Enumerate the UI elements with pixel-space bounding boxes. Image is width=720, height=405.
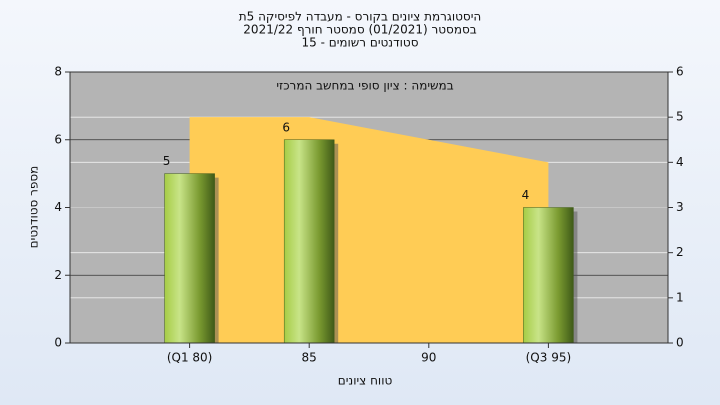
x-axis-label: טווח ציונים [338,374,393,388]
chart-title: היסטוגרמת ציונים בקורס - מעבדה לפיסיקה 5… [239,10,481,24]
data-label: 5 [163,154,171,168]
x-tick-label: (Q3 95) [526,351,572,365]
area [189,117,549,344]
data-label: 4 [522,188,530,202]
y2-tick-label: 4 [676,155,684,169]
annotation: במשימה : ציון סופי במחשב המרכזי [276,79,453,93]
y2-tick-label: 2 [676,245,684,259]
x-tick-label: (Q1 80) [167,351,213,365]
chart-subtitle: בסמסטר (01/2021) סמסטר חורף 2021/22 [243,23,476,37]
y-tick-label: 2 [54,268,62,282]
chart-subtitle: סטודנטים רשומים - 15 [301,36,418,50]
plot-frame [69,71,669,344]
y2-tick-label: 5 [676,110,684,124]
y-tick-label: 4 [54,200,62,214]
x-tick-label: 90 [421,351,436,365]
y-tick-label: 8 [54,65,62,79]
y2-tick-label: 6 [676,65,684,79]
data-label: 6 [282,120,290,134]
bar [523,207,574,344]
y-tick-label: 0 [54,336,62,350]
bar [283,139,335,344]
bar [164,173,215,344]
y2-tick-label: 3 [676,200,684,214]
y-axis-label: מספר סטודנטים [27,166,41,249]
y-tick-label: 6 [54,132,62,146]
y2-tick-label: 0 [676,336,684,350]
y2-tick-label: 1 [676,290,684,304]
x-tick-label: 85 [302,351,317,365]
